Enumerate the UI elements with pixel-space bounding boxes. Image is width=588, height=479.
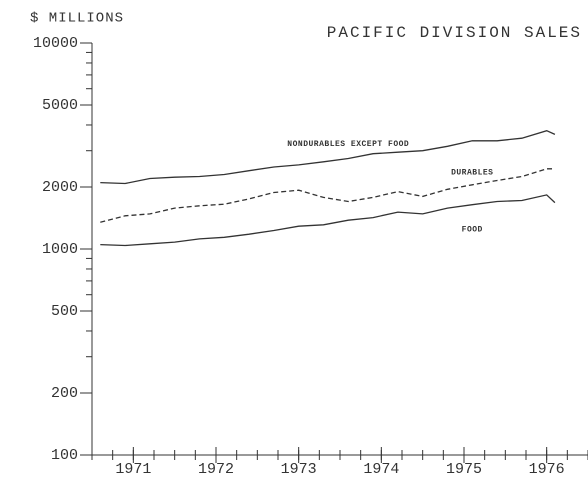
series-line: [100, 168, 555, 223]
series-line: [100, 194, 556, 247]
x-tick-label: 1972: [198, 461, 234, 478]
y-tick-label: 100: [51, 447, 78, 464]
x-tick-label: 1971: [115, 461, 151, 478]
series-label: DURABLES: [451, 169, 493, 178]
y-tick-label: 1000: [42, 241, 78, 258]
x-tick-label: 1973: [281, 461, 317, 478]
y-tick-label: 5000: [42, 97, 78, 114]
series-label: FOOD: [462, 226, 483, 235]
y-tick-label: 10000: [33, 35, 78, 52]
x-tick-label: 1976: [529, 461, 565, 478]
y-tick-label: 200: [51, 385, 78, 402]
series-label: NONDURABLES EXCEPT FOOD: [287, 140, 409, 149]
chart-title: PACIFIC DIVISION SALES: [327, 24, 582, 42]
y-tick-label: 2000: [42, 179, 78, 196]
x-tick-label: 1974: [363, 461, 399, 478]
y-tick-label: 500: [51, 303, 78, 320]
x-tick-label: 1975: [446, 461, 482, 478]
y-axis-label: $ MILLIONS: [30, 11, 124, 27]
series-line: [100, 130, 556, 185]
